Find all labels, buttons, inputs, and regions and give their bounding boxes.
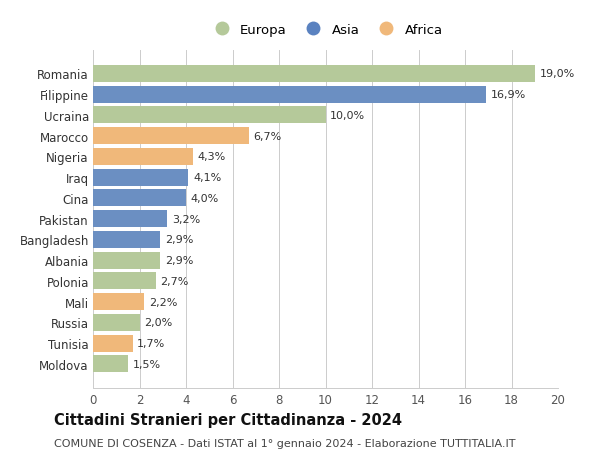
Text: 4,0%: 4,0% xyxy=(191,194,219,203)
Text: 6,7%: 6,7% xyxy=(253,131,281,141)
Bar xyxy=(93,128,249,145)
Bar xyxy=(93,356,128,373)
Text: 2,9%: 2,9% xyxy=(165,256,193,266)
Legend: Europa, Asia, Africa: Europa, Asia, Africa xyxy=(205,20,446,41)
Text: 16,9%: 16,9% xyxy=(491,90,526,100)
Text: 1,5%: 1,5% xyxy=(133,359,161,369)
Bar xyxy=(93,149,193,166)
Text: 4,1%: 4,1% xyxy=(193,173,221,183)
Text: Cittadini Stranieri per Cittadinanza - 2024: Cittadini Stranieri per Cittadinanza - 2… xyxy=(54,413,402,428)
Bar xyxy=(93,231,160,248)
Text: 19,0%: 19,0% xyxy=(539,69,575,79)
Bar xyxy=(93,86,486,103)
Text: 3,2%: 3,2% xyxy=(172,214,200,224)
Bar xyxy=(93,293,144,310)
Text: 2,0%: 2,0% xyxy=(144,318,172,328)
Text: 2,7%: 2,7% xyxy=(160,276,189,286)
Text: 10,0%: 10,0% xyxy=(330,111,365,121)
Bar xyxy=(93,66,535,83)
Bar xyxy=(93,169,188,186)
Text: 2,2%: 2,2% xyxy=(149,297,177,307)
Bar xyxy=(93,107,325,124)
Text: COMUNE DI COSENZA - Dati ISTAT al 1° gennaio 2024 - Elaborazione TUTTITALIA.IT: COMUNE DI COSENZA - Dati ISTAT al 1° gen… xyxy=(54,438,515,448)
Bar xyxy=(93,314,139,331)
Text: 2,9%: 2,9% xyxy=(165,235,193,245)
Bar xyxy=(93,211,167,228)
Bar xyxy=(93,273,156,290)
Text: 1,7%: 1,7% xyxy=(137,338,166,348)
Bar xyxy=(93,335,133,352)
Text: 4,3%: 4,3% xyxy=(197,152,226,162)
Bar xyxy=(93,252,160,269)
Bar xyxy=(93,190,186,207)
